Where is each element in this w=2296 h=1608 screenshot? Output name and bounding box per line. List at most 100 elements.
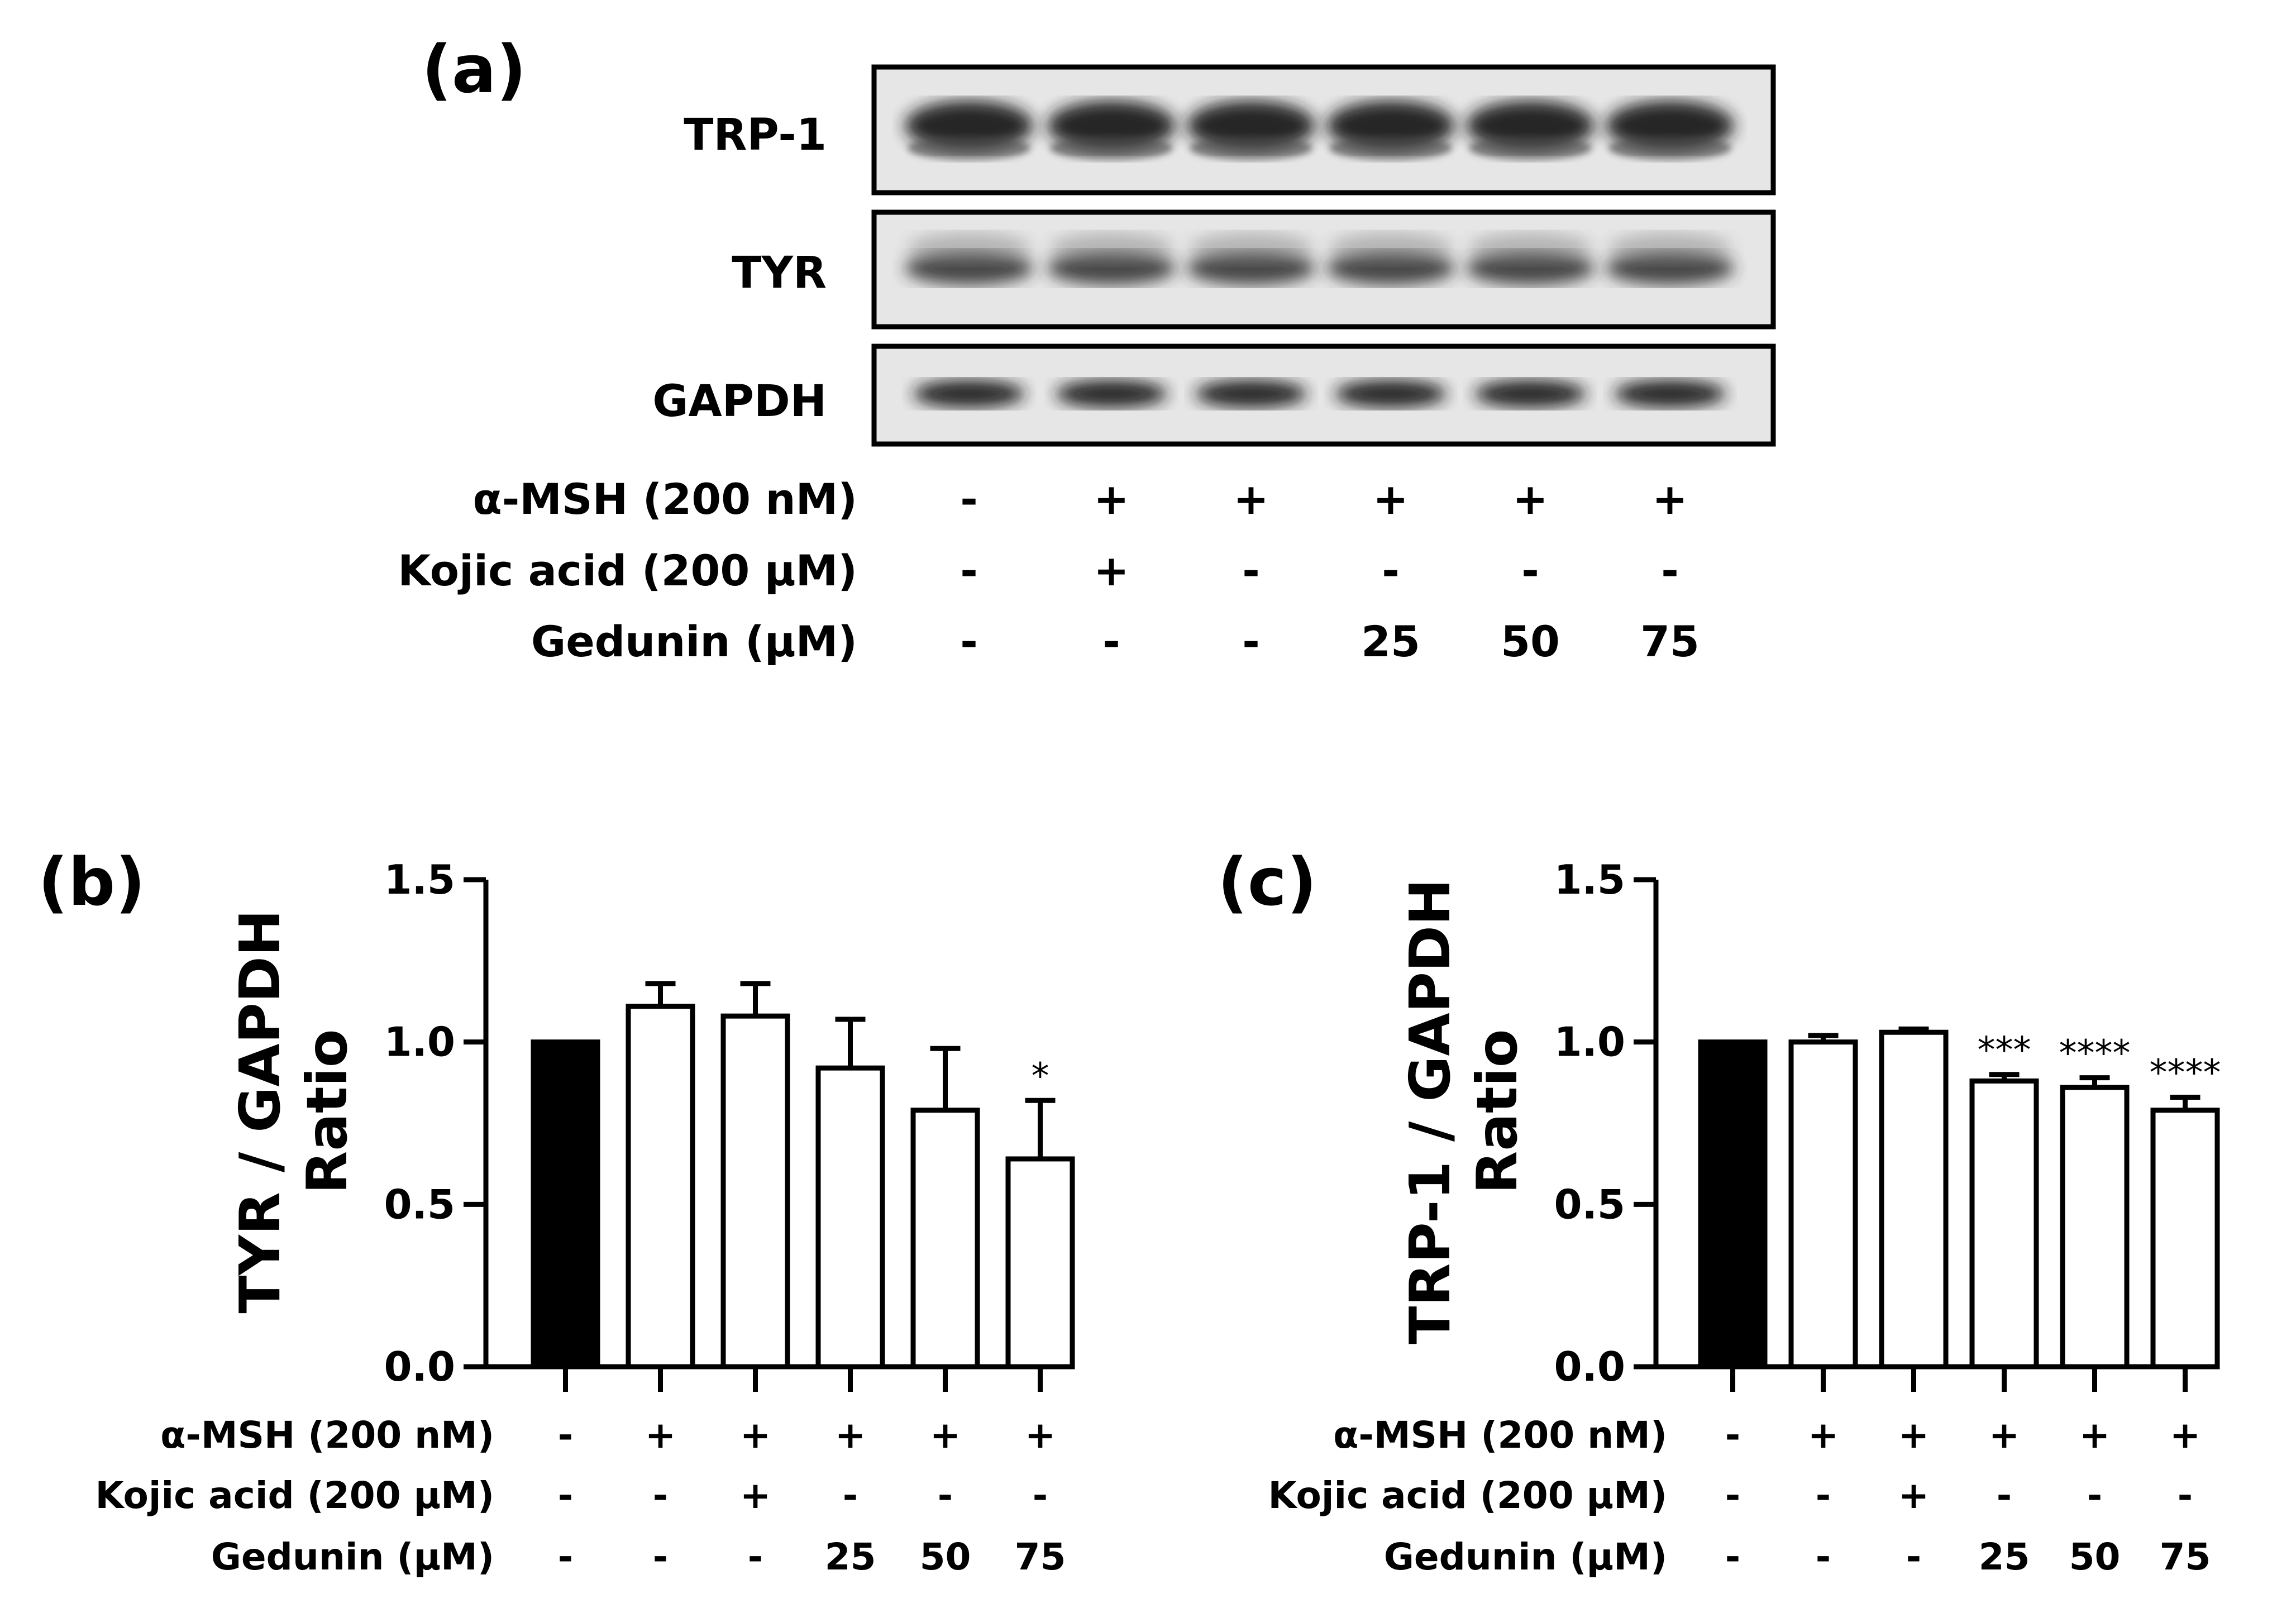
panel-b-tyr-chart: (b) 0.0 0.5 1.0 1.5 TYR / GAPDH Ratio * α-MSH (… (38, 843, 1075, 1578)
bar (1969, 1078, 2039, 1370)
condition-value: 50 (1501, 617, 1560, 666)
condition-value: 75 (1640, 617, 1700, 666)
condition-value: 25 (825, 1535, 876, 1578)
condition-value: + (1094, 474, 1129, 524)
condition-label: Gedunin (µM) (211, 1535, 494, 1578)
blot-label: GAPDH (652, 376, 827, 427)
y-axis-label: TRP-1 / GAPDH (1397, 879, 1463, 1344)
blot-band (1335, 380, 1447, 408)
blot-band-diffuse (908, 233, 1030, 264)
blot-band-diffuse (1050, 233, 1173, 264)
significance-marker: **** (2150, 1052, 2221, 1094)
condition-value: + (740, 1474, 771, 1517)
condition-value: + (1652, 474, 1688, 524)
condition-value: - (558, 1535, 573, 1578)
bar (1005, 1156, 1075, 1370)
y-tick-label: 0.0 (384, 1343, 455, 1390)
condition-value: - (1033, 1474, 1048, 1517)
blot-band-diffuse (1608, 233, 1731, 264)
condition-value: 25 (1979, 1535, 2030, 1578)
blot-band-diffuse (1469, 233, 1592, 264)
condition-value: + (1025, 1414, 1056, 1457)
condition-value: - (1242, 546, 1260, 595)
condition-value: + (740, 1414, 771, 1457)
panel-a-condition-table: α-MSH (200 nM) - + + + + + Kojic acid (200 µM) -… (398, 474, 1700, 666)
condition-value: - (1242, 617, 1260, 666)
significance-marker: **** (2059, 1033, 2131, 1075)
condition-value: + (645, 1414, 676, 1457)
bar (1879, 1029, 1949, 1370)
condition-label: Kojic acid (200 µM) (398, 546, 857, 595)
blot-protein-labels: TRP-1 TYR GAPDH (652, 110, 827, 427)
condition-value: + (1898, 1414, 1929, 1457)
condition-value: - (960, 617, 978, 666)
y-tick-label: 0.0 (1554, 1343, 1625, 1390)
condition-value: - (1997, 1474, 2012, 1517)
chart-b-plot-area: 0.0 0.5 1.0 1.5 TYR / GAPDH Ratio * α-MSH (200 … (96, 856, 1075, 1578)
panel-a-western-blot: (a) TRP-1 TYR GAPDH α-MSH (200 nM) - + + + + + Ko… (398, 31, 1776, 666)
y-tick-label: 1.5 (1554, 856, 1625, 903)
condition-value: 25 (1361, 617, 1420, 666)
condition-value: - (2087, 1474, 2102, 1517)
blot-frame (871, 343, 1776, 447)
bar (815, 1065, 885, 1370)
condition-value: 75 (2160, 1535, 2211, 1578)
condition-value: 75 (1015, 1535, 1066, 1578)
condition-label: Kojic acid (200 µM) (96, 1474, 495, 1517)
condition-label: Gedunin (µM) (1384, 1535, 1667, 1578)
condition-label: α-MSH (200 nM) (160, 1414, 494, 1457)
y-tick-label: 1.5 (384, 856, 455, 903)
condition-value: - (1102, 617, 1120, 666)
blot-tyr (871, 209, 1776, 330)
condition-value: - (960, 546, 978, 595)
significance-marker: *** (1978, 1030, 2031, 1071)
blot-band-lower (908, 136, 1030, 160)
blot-band (1474, 380, 1586, 408)
blot-images (871, 64, 1776, 447)
y-axis-label: TYR / GAPDH (227, 909, 293, 1313)
condition-value: - (1906, 1535, 1921, 1578)
blot-band (1614, 380, 1726, 408)
blot-label: TRP-1 (684, 110, 827, 160)
condition-value: - (1816, 1535, 1831, 1578)
y-tick-label: 0.5 (1554, 1181, 1625, 1228)
condition-value: + (2079, 1414, 2110, 1457)
blot-band-lower (1190, 136, 1312, 160)
condition-label: α-MSH (200 nM) (473, 474, 858, 524)
blot-gapdh (871, 343, 1776, 447)
condition-value: + (1373, 474, 1409, 524)
condition-value: + (835, 1414, 866, 1457)
blot-band-lower (1050, 136, 1173, 160)
condition-label: Gedunin (µM) (531, 617, 857, 666)
condition-value: - (1382, 546, 1400, 595)
condition-value: - (1725, 1535, 1740, 1578)
blot-band-diffuse (1329, 233, 1452, 264)
panel-a-label: (a) (422, 31, 527, 108)
condition-value: - (748, 1535, 763, 1578)
bar (2150, 1108, 2220, 1370)
bar (531, 1039, 600, 1370)
condition-value: - (558, 1474, 573, 1517)
bar (1788, 1039, 1858, 1370)
condition-value: + (1989, 1414, 2020, 1457)
condition-value: + (2170, 1414, 2200, 1457)
y-axis-label-ratio: Ratio (294, 1029, 360, 1194)
bar (626, 1004, 695, 1370)
blot-band-lower (1329, 136, 1452, 160)
bar (910, 1108, 980, 1370)
significance-marker: * (1032, 1056, 1049, 1097)
y-tick-label: 1.0 (384, 1019, 455, 1066)
bar (1698, 1039, 1768, 1370)
condition-value: - (843, 1474, 858, 1517)
blot-frame (871, 209, 1776, 330)
condition-value: - (1816, 1474, 1831, 1517)
condition-value: + (1898, 1474, 1929, 1517)
condition-value: + (1808, 1414, 1839, 1457)
condition-value: - (1725, 1474, 1740, 1517)
panel-c-label: (c) (1218, 843, 1317, 920)
condition-value: - (2178, 1474, 2193, 1517)
condition-value: + (1512, 474, 1548, 524)
blot-frame (871, 64, 1776, 195)
